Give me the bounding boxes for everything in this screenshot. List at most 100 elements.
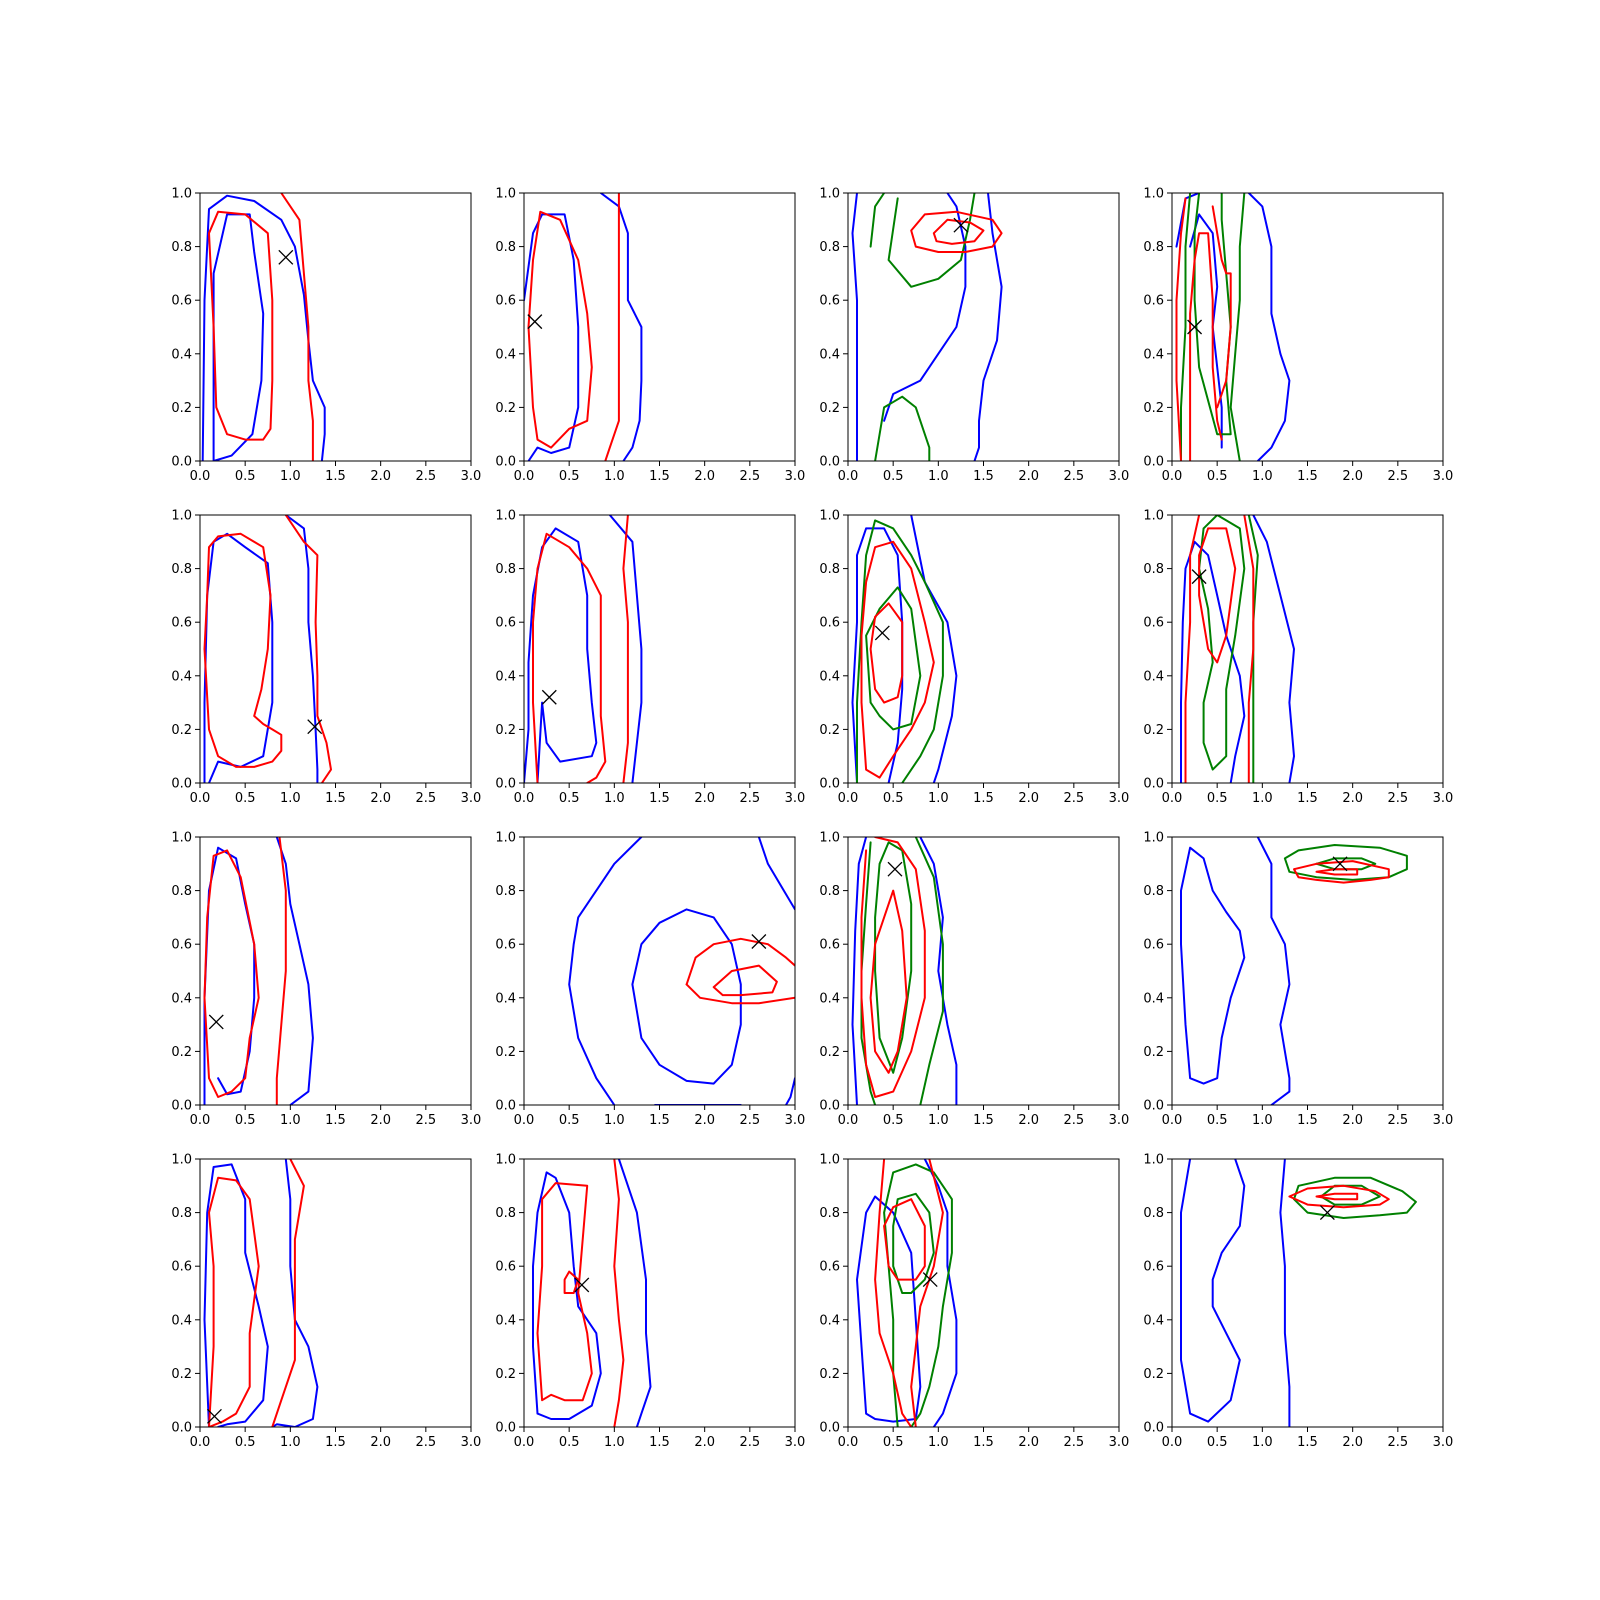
x-tick-label: 0.5 [1207, 469, 1228, 484]
subplot-4-3: 0.0 0.5 1.0 1.5 2.0 2.5 3.0 0.0 0.2 0.4 0.6 0.8 1.0 [819, 1153, 1129, 1451]
y-tick-label: 0.4 [495, 1313, 516, 1328]
green-contour-line [1193, 193, 1232, 436]
blue-contour-line [631, 908, 742, 1085]
plot-area [203, 1159, 319, 1427]
x-tick-label: 0.0 [1162, 1113, 1183, 1128]
x-tick-label: 1.0 [604, 1435, 625, 1450]
x-tick-label: 0.0 [514, 469, 535, 484]
plot-area [524, 515, 643, 783]
y-tick-label: 1.0 [495, 187, 516, 202]
x-tick-label: 0.5 [559, 1113, 580, 1128]
axes-frame [847, 192, 1120, 462]
x-marker [1191, 569, 1207, 585]
y-tick-label: 1.0 [171, 831, 192, 846]
green-contour-line [856, 519, 944, 783]
x-tick-label: 2.0 [1342, 469, 1363, 484]
x-tick-label: 1.5 [325, 791, 346, 806]
y-tick-label: 0.8 [1143, 240, 1164, 255]
x-marker [751, 934, 767, 949]
y-tick-label: 1.0 [819, 831, 840, 846]
x-tick-label: 0.5 [235, 1435, 256, 1450]
x-marker [278, 249, 294, 265]
y-tick-label: 0.6 [495, 938, 516, 953]
y-tick-label: 0.8 [171, 562, 192, 577]
y-tick-label: 0.8 [495, 1206, 516, 1221]
plot-area [851, 193, 1003, 461]
x-tick-label: 2.0 [694, 1435, 715, 1450]
y-tick-label: 0.4 [819, 991, 840, 1006]
y-tick-label: 1.0 [495, 509, 516, 524]
x-marker [874, 625, 890, 641]
y-tick-label: 0.6 [819, 938, 840, 953]
green-contour-line [865, 586, 922, 731]
y-tick-label: 0.0 [171, 1099, 192, 1114]
x-tick-label: 1.5 [973, 791, 994, 806]
green-contour-line [914, 837, 944, 1105]
red-contour-line [860, 837, 926, 1098]
y-tick-label: 1.0 [495, 1153, 516, 1168]
axes-frame [199, 1158, 472, 1428]
green-contour-line [887, 193, 976, 288]
plot-area [203, 515, 332, 783]
x-tick-label: 3.0 [1109, 469, 1130, 484]
x-tick-label: 0.0 [838, 1435, 859, 1450]
blue-contour-line [275, 837, 314, 1105]
y-tick-label: 1.0 [819, 187, 840, 202]
y-tick-label: 1.0 [171, 509, 192, 524]
blue-contour-line [532, 1171, 602, 1420]
subplot-2-4: 0.0 0.5 1.0 1.5 2.0 2.5 3.0 0.0 0.2 0.4 0.6 0.8 1.0 [1143, 509, 1453, 807]
red-contour-line [932, 218, 985, 245]
red-contour-line [1175, 197, 1187, 461]
x-tick-label: 0.0 [1162, 1435, 1183, 1450]
x-tick-label: 0.5 [559, 1435, 580, 1450]
y-tick-label: 0.0 [495, 1099, 516, 1114]
y-tick-label: 0.8 [495, 884, 516, 899]
red-contour-line [869, 602, 904, 704]
x-tick-label: 0.0 [190, 791, 211, 806]
x-tick-label: 0.0 [190, 469, 211, 484]
y-tick-label: 0.4 [819, 669, 840, 684]
x-tick-label: 2.5 [1063, 469, 1084, 484]
subplot-4-2: 0.0 0.5 1.0 1.5 2.0 2.5 3.0 0.0 0.2 0.4 0.6 0.8 1.0 [495, 1153, 805, 1451]
x-tick-label: 2.0 [370, 1113, 391, 1128]
plot-area [851, 837, 958, 1105]
x-tick-label: 2.5 [1387, 469, 1408, 484]
x-tick-label: 2.5 [1063, 1435, 1084, 1450]
x-tick-label: 2.5 [739, 1113, 760, 1128]
x-tick-label: 1.5 [1297, 1435, 1318, 1450]
x-tick-label: 2.5 [415, 469, 436, 484]
plot-area [201, 193, 326, 461]
green-contour-line [874, 395, 931, 461]
red-contour-line [1198, 527, 1237, 664]
y-tick-label: 0.0 [819, 777, 840, 792]
blue-contour-line [923, 1159, 958, 1427]
x-tick-label: 1.0 [928, 1113, 949, 1128]
y-tick-label: 1.0 [1143, 1153, 1164, 1168]
green-contour-line [1180, 193, 1192, 461]
red-contour-line [563, 1270, 580, 1294]
x-tick-label: 1.5 [1297, 469, 1318, 484]
red-contour-line [532, 532, 607, 783]
y-tick-label: 0.8 [171, 884, 192, 899]
subplot-1-1: 0.0 0.5 1.0 1.5 2.0 2.5 3.0 0.0 0.2 0.4 0.6 0.8 1.0 [171, 187, 481, 485]
blue-contour-line [851, 527, 904, 783]
x-tick-label: 1.0 [280, 1113, 301, 1128]
x-tick-label: 1.0 [280, 791, 301, 806]
plot-area [1180, 1159, 1417, 1427]
y-tick-label: 0.6 [171, 938, 192, 953]
x-tick-label: 0.5 [883, 791, 904, 806]
y-tick-label: 1.0 [495, 831, 516, 846]
y-tick-label: 0.8 [819, 1206, 840, 1221]
y-tick-label: 0.6 [1143, 294, 1164, 309]
blue-contour-line [1180, 1159, 1246, 1423]
x-tick-label: 0.0 [190, 1113, 211, 1128]
x-tick-label: 0.0 [514, 1113, 535, 1128]
subplot-3-1: 0.0 0.5 1.0 1.5 2.0 2.5 3.0 0.0 0.2 0.4 0.6 0.8 1.0 [171, 831, 481, 1129]
blue-contour-line [201, 194, 326, 461]
blue-contour-line [212, 213, 265, 461]
x-tick-label: 3.0 [1433, 791, 1454, 806]
x-tick-label: 2.0 [1342, 791, 1363, 806]
y-tick-label: 0.6 [495, 616, 516, 631]
y-tick-label: 0.0 [1143, 455, 1164, 470]
